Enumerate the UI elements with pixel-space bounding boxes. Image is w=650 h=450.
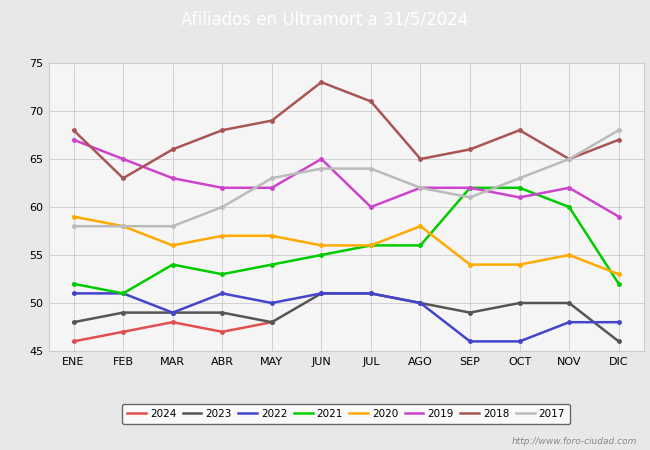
Text: http://www.foro-ciudad.com: http://www.foro-ciudad.com bbox=[512, 436, 637, 446]
Legend: 2024, 2023, 2022, 2021, 2020, 2019, 2018, 2017: 2024, 2023, 2022, 2021, 2020, 2019, 2018… bbox=[122, 404, 570, 424]
Text: Afiliados en Ultramort a 31/5/2024: Afiliados en Ultramort a 31/5/2024 bbox=[181, 11, 469, 29]
